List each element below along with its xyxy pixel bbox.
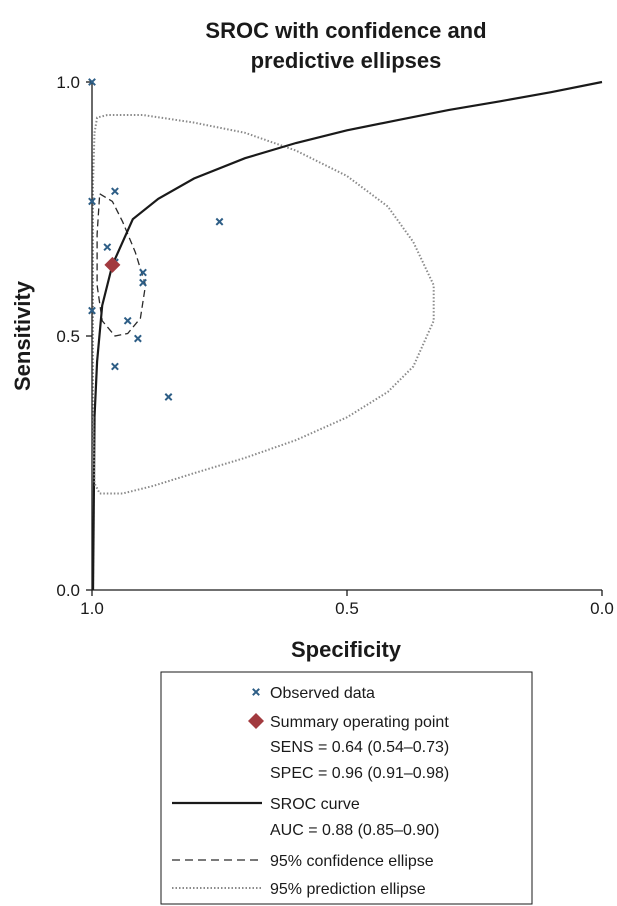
legend-label: AUC = 0.88 (0.85–0.90): [270, 822, 439, 839]
observed-data-point: [133, 334, 142, 343]
legend-item: SROC curve: [172, 796, 360, 813]
legend-label: Observed data: [270, 685, 375, 702]
x-tick-label: 1.0: [80, 599, 104, 618]
observed-data-point: [164, 393, 173, 401]
legend-label: SENS = 0.64 (0.54–0.73): [270, 739, 449, 756]
chart-title-line-2: predictive ellipses: [251, 48, 442, 73]
legend-swatch-observed: [252, 688, 260, 696]
confidence-ellipse: [96, 193, 147, 337]
legend-item: 95% prediction ellipse: [172, 881, 426, 898]
legend: Observed data Summary operating point SENS…: [172, 685, 449, 898]
legend-label: SPEC = 0.96 (0.91–0.98): [270, 765, 449, 782]
observed-data-point: [88, 306, 96, 315]
x-tick-label: 0.0: [590, 599, 614, 618]
y-tick-label: 0.5: [56, 327, 80, 346]
observed-data-point: [123, 316, 132, 325]
legend-item: AUC = 0.88 (0.85–0.90): [270, 822, 439, 839]
legend-swatch-summary: [248, 713, 264, 729]
observed-data-point: [103, 243, 112, 252]
observed-data-point: [139, 268, 147, 277]
legend-box: [160, 671, 533, 905]
x-axis-title: Specificity: [291, 637, 402, 662]
x-tick-label: 0.5: [335, 599, 359, 618]
legend-label: 95% confidence ellipse: [270, 853, 434, 870]
legend-item: Observed data: [252, 685, 375, 702]
legend-item: SENS = 0.64 (0.54–0.73): [270, 739, 449, 756]
observed-data-point: [88, 78, 96, 86]
prediction-ellipse: [92, 114, 435, 495]
plot-marks: [88, 78, 224, 401]
y-tick-label: 0.0: [56, 581, 80, 600]
observed-data-point: [215, 217, 224, 226]
legend-item: Summary operating point: [248, 713, 449, 731]
y-tick-label: 1.0: [56, 73, 80, 92]
chart-title-line-1: SROC with confidence and: [205, 18, 486, 43]
observed-data-point: [139, 278, 147, 287]
legend-label: 95% prediction ellipse: [270, 881, 426, 898]
sroc-curve: [93, 80, 603, 418]
legend-label: Summary operating point: [270, 714, 449, 731]
legend-label: SROC curve: [270, 796, 360, 813]
plot-lines: [91, 80, 603, 591]
summary-operating-point: [104, 256, 121, 273]
legend-item: SPEC = 0.96 (0.91–0.98): [270, 765, 449, 782]
observed-data-point: [111, 187, 119, 196]
observed-data-point: [88, 197, 96, 206]
observed-data-point: [111, 362, 119, 371]
legend-item: 95% confidence ellipse: [172, 853, 434, 870]
y-axis-title: Sensitivity: [10, 280, 35, 391]
